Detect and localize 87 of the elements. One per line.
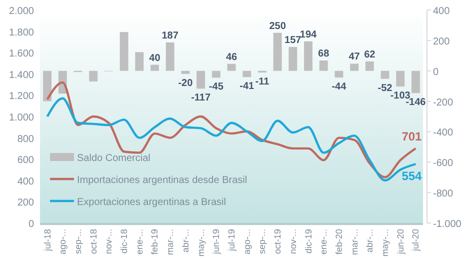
- y-tick-label: 1.800: [8, 27, 34, 38]
- bar: [212, 70, 220, 78]
- bar: [365, 61, 374, 71]
- bar: [43, 70, 52, 102]
- y2-tick-label: 400: [433, 6, 450, 17]
- y-tick-label: 200: [17, 198, 34, 209]
- bar: [181, 70, 190, 74]
- data-label: -41: [240, 81, 255, 92]
- x-tick-label: ago-...: [58, 229, 68, 255]
- bar: [350, 64, 359, 71]
- y2-tick-label: -600: [433, 158, 454, 170]
- bar: [304, 41, 312, 71]
- x-tick-label: dic-18: [119, 229, 130, 254]
- x-tick-label: abr-...: [180, 229, 190, 253]
- y-tick-label: 0: [28, 219, 34, 230]
- data-label: 46: [226, 52, 238, 63]
- y-tick-label: 600: [17, 155, 34, 166]
- y-tick-label: 2.000: [8, 6, 34, 17]
- x-tick-label: abr-...: [364, 229, 375, 253]
- data-label: 187: [162, 30, 179, 42]
- x-tick-label: oct-18: [88, 229, 98, 254]
- bar: [196, 70, 206, 89]
- x-tick-label: nov-...: [288, 229, 298, 254]
- data-label: -117: [191, 92, 211, 104]
- x-tick-label: oct-19: [272, 229, 283, 254]
- data-label: -52: [378, 82, 393, 94]
- bar: [227, 64, 236, 71]
- bar: [319, 60, 328, 71]
- x-tick-label: feb-19: [150, 229, 160, 255]
- bar: [242, 70, 252, 78]
- y-tick-label: 1.200: [8, 91, 34, 102]
- bar: [380, 70, 390, 79]
- bar: [273, 32, 282, 71]
- data-label: 47: [348, 52, 360, 63]
- data-label: -44: [332, 82, 347, 93]
- y-tick-label: 800: [17, 134, 34, 145]
- x-tick-label: jul-19: [226, 229, 236, 252]
- bar: [89, 70, 98, 82]
- x-tick-label: jun-20: [395, 229, 406, 256]
- x-tick-label: jul-20: [410, 229, 421, 252]
- x-tick-label: sep-...: [72, 229, 83, 254]
- y-tick-label: 1.400: [8, 70, 34, 81]
- data-label: 250: [269, 20, 286, 32]
- y-tick-label: 1.000: [8, 112, 34, 124]
- bar: [396, 70, 405, 87]
- x-tick-label: sep-...: [257, 229, 268, 254]
- data-label: 194: [300, 29, 318, 40]
- x-tick-label: mar-...: [349, 229, 360, 255]
- legend-label: Exportaciones argentinas a Brasil: [77, 197, 226, 208]
- y2-tick-label: 200: [433, 36, 450, 48]
- bar: [150, 64, 159, 71]
- data-label: -11: [255, 76, 270, 88]
- x-tick-label: ene-...: [134, 229, 144, 255]
- x-tick-label: may-...: [196, 229, 206, 257]
- data-label: -146: [406, 97, 426, 108]
- bar: [334, 70, 344, 78]
- x-tick-label: dic-19: [303, 229, 314, 254]
- data-label: 701: [402, 129, 422, 144]
- x-tick-label: mar-...: [165, 229, 176, 255]
- legend-label: Saldo Comercial: [77, 153, 150, 164]
- x-tick-label: feb-20: [334, 229, 344, 255]
- x-tick-label: ene-...: [318, 229, 329, 255]
- data-label: 62: [364, 49, 376, 60]
- bar: [166, 42, 174, 71]
- bar: [288, 46, 298, 71]
- x-tick-label: may-...: [380, 229, 390, 257]
- y2-tick-label: -800: [433, 188, 454, 200]
- y2-tick-label: -400: [433, 128, 454, 139]
- x-tick-label: nov-...: [104, 229, 114, 254]
- legend-label: Importaciones argentinas desde Brasil: [77, 175, 248, 186]
- y-tick-label: 1.600: [8, 48, 34, 60]
- data-label: 40: [149, 52, 161, 64]
- y2-tick-label: 0: [433, 66, 439, 78]
- x-tick-label: jun-19: [211, 229, 222, 256]
- y-tick-label: 400: [17, 176, 34, 188]
- bar: [135, 52, 144, 71]
- bar: [411, 70, 420, 94]
- y2-tick-label: -200: [433, 97, 454, 108]
- x-tick-label: jul-18: [42, 229, 52, 252]
- x-tick-label: ago-...: [242, 229, 252, 255]
- data-label: 68: [318, 48, 330, 60]
- y2-tick-label: -1.000: [433, 219, 462, 230]
- data-label: -20: [178, 78, 194, 89]
- data-label: 157: [284, 34, 302, 46]
- data-label: 554: [402, 169, 422, 183]
- bar: [120, 32, 128, 71]
- data-label: -45: [208, 82, 224, 93]
